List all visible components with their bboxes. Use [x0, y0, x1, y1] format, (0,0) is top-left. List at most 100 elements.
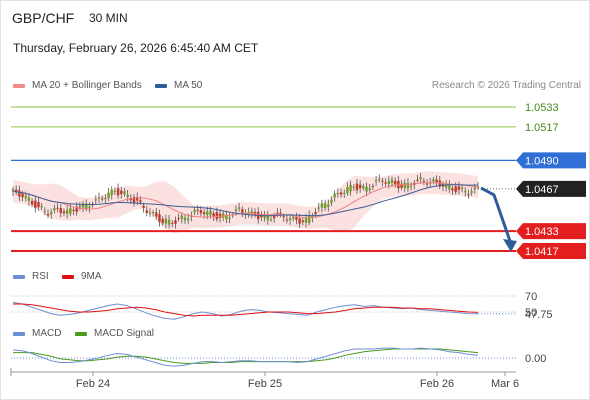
legend-ma50: MA 50 — [155, 80, 202, 91]
candle-body — [330, 199, 333, 203]
candle-body — [24, 195, 27, 199]
level-label-1.0490: 1.0490 — [525, 155, 559, 167]
candle-body — [295, 217, 298, 220]
candle-body — [21, 193, 24, 198]
macd-tick: 0.00 — [525, 353, 546, 365]
bollinger-band — [13, 171, 478, 234]
candle-body — [406, 183, 410, 189]
candle-body — [467, 194, 470, 196]
candle-body — [62, 211, 66, 214]
legend-swatch-ma20 — [13, 83, 25, 88]
candle-body — [50, 212, 53, 215]
candle-body — [327, 204, 330, 207]
rsi-tick-70: 70 — [525, 291, 537, 303]
candle-body — [59, 208, 62, 214]
level-label-1.0467: 1.0467 — [525, 184, 559, 196]
candle-body — [285, 219, 289, 221]
candle-body — [85, 203, 88, 209]
level-label-1.0433: 1.0433 — [525, 226, 559, 238]
legend-signal-label: MACD Signal — [94, 328, 155, 339]
legend-ma20-label: MA 20 + Bollinger Bands — [32, 80, 142, 91]
candle-body — [234, 209, 238, 211]
rsi-line — [12, 301, 479, 320]
candle-body — [358, 184, 362, 189]
candle-body — [202, 212, 206, 215]
candle-body — [113, 190, 117, 192]
candle-body — [403, 182, 406, 188]
candle-body — [279, 212, 282, 214]
candle-body — [30, 200, 34, 205]
ma50-line — [12, 184, 478, 217]
candle-body — [123, 191, 126, 195]
level-tag-1.0467 — [516, 180, 586, 197]
candle-body — [269, 219, 273, 221]
candle-body — [343, 192, 346, 194]
candle-body — [323, 203, 327, 209]
candle-body — [56, 207, 59, 209]
candle-body — [164, 219, 168, 224]
candle-body — [151, 212, 155, 214]
candle-body — [225, 214, 228, 220]
candle-body — [464, 190, 467, 193]
candle-body — [473, 186, 477, 190]
candle-body — [142, 205, 145, 208]
candle-body — [355, 183, 359, 191]
candle-body — [81, 203, 85, 208]
legend-rsi-label: RSI — [32, 271, 49, 282]
forecast-arrow-head — [503, 239, 517, 252]
candle-body — [155, 212, 158, 217]
candle-body — [132, 197, 136, 203]
legend-swatch-rsi — [13, 274, 25, 279]
candle-body — [104, 198, 107, 200]
level-tag-1.0490 — [516, 152, 586, 169]
legend-macd-signal: MACD Signal — [75, 328, 154, 339]
candle-body — [107, 192, 110, 199]
candle-body — [237, 207, 241, 209]
legend-rsi: RSI — [13, 271, 49, 282]
candle-body — [298, 218, 301, 224]
legend-macd: MACD — [13, 328, 61, 339]
x-tick-label-feb-25: Feb 25 — [248, 378, 282, 390]
candle-body — [46, 213, 50, 216]
candle-body — [419, 177, 422, 180]
rsi-value-label: 47.75 — [525, 309, 553, 321]
legend-9ma: 9MA — [62, 271, 102, 282]
rsi-tick-50: 50 — [525, 307, 537, 319]
candle-body — [381, 180, 384, 182]
candle-body — [393, 180, 397, 185]
candle-body — [27, 197, 31, 202]
legend-ma20-bollinger: MA 20 + Bollinger Bands — [13, 80, 142, 91]
candle-body — [161, 218, 164, 224]
candle-body — [365, 186, 368, 192]
macd-line — [12, 347, 479, 367]
candle-body — [378, 179, 381, 181]
candle-body — [432, 179, 435, 182]
candle-body — [333, 193, 336, 198]
candle-body — [116, 188, 120, 196]
candle-body — [339, 192, 343, 195]
candle-body — [180, 215, 184, 219]
candle-body — [206, 211, 209, 216]
level-label-1.0533: 1.0533 — [525, 102, 559, 114]
candle-body — [346, 186, 349, 194]
candle-body — [422, 180, 426, 182]
x-tick-label-feb-26: Feb 26 — [420, 378, 454, 390]
candle-body — [266, 215, 269, 221]
candle-body — [282, 216, 285, 218]
legend-swatch-signal — [75, 331, 87, 336]
candle-body — [72, 209, 75, 211]
candle-body — [212, 213, 215, 217]
candle-body — [94, 199, 98, 201]
candle-body — [292, 216, 295, 219]
chart-datetime: Thursday, February 26, 2026 6:45:40 AM C… — [13, 41, 259, 55]
candle-body — [317, 207, 320, 209]
candle-body — [454, 186, 457, 193]
candle-body — [167, 219, 171, 225]
forecast-arrow-line — [480, 186, 512, 242]
legend-ma50-label: MA 50 — [174, 80, 203, 91]
level-tag-1.0417 — [516, 243, 586, 259]
candle-body — [387, 181, 391, 185]
candle-body — [448, 185, 451, 190]
candle-body — [320, 203, 324, 208]
interval-label: 30 MIN — [89, 11, 128, 25]
